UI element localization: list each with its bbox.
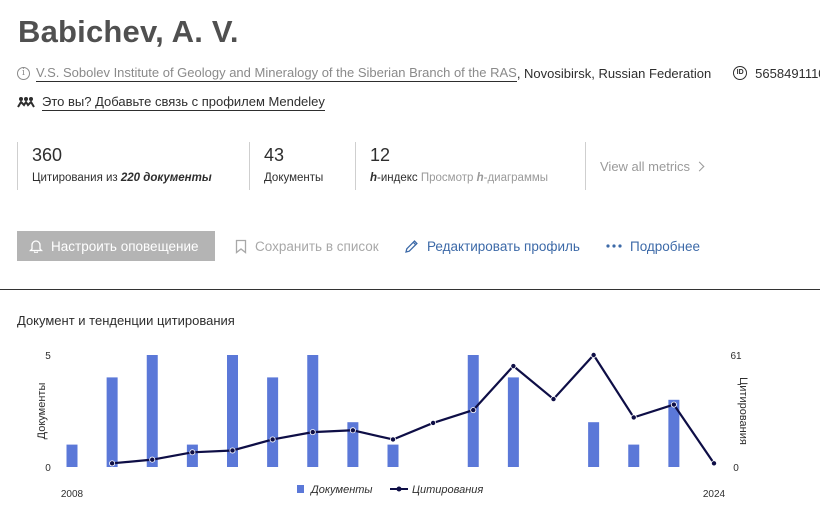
mendeley-row: Это вы? Добавьте связь с профилем Mendel… <box>17 92 325 112</box>
citations-point[interactable] <box>269 436 276 443</box>
right-tick-min: 0 <box>733 463 739 474</box>
h-graph-link[interactable]: Просмотр h-диаграммы <box>420 172 549 184</box>
action-bar: Настроить оповещение Сохранить в список … <box>17 231 817 261</box>
right-axis-label: Цитирования <box>737 377 749 445</box>
mendeley-link[interactable]: Это вы? Добавьте связь с профилем Mendel… <box>42 93 325 111</box>
documents-bar[interactable] <box>628 444 640 467</box>
documents-citations-chart: 5 0 61 0 Документы Цитирования 2008 2024… <box>36 351 749 500</box>
edit-profile-button[interactable]: Редактировать профиль <box>404 231 580 261</box>
view-all-metrics-link[interactable]: View all metrics <box>585 142 705 190</box>
save-to-list-button[interactable]: Сохранить в список <box>235 231 379 261</box>
affiliation-link[interactable]: V.S. Sobolev Institute of Geology and Mi… <box>36 64 517 82</box>
citations-point[interactable] <box>430 419 437 426</box>
more-label: Подробнее <box>630 238 701 254</box>
legend: Документы Цитирования <box>297 484 483 496</box>
x-tick-start: 2008 <box>61 489 84 500</box>
documents-bar[interactable] <box>227 355 238 467</box>
info-icon[interactable]: i <box>17 66 30 80</box>
documents-bar[interactable] <box>347 422 359 467</box>
chart-title: Документ и тенденции цитирования <box>17 313 235 328</box>
pencil-icon <box>405 239 418 253</box>
documents-bar[interactable] <box>387 444 399 467</box>
citations-point[interactable] <box>349 427 356 434</box>
documents-bar[interactable] <box>588 422 600 467</box>
citations-point[interactable] <box>711 460 718 467</box>
documents-bar[interactable] <box>66 444 78 467</box>
legend-documents-label: Документы <box>309 484 373 496</box>
scopus-id-icon: ID <box>733 66 748 80</box>
mendeley-icon <box>17 97 35 108</box>
citations-point[interactable] <box>189 449 196 456</box>
author-name: Babichev, A. V. <box>18 14 239 49</box>
citations-label: Цитирования из 220 документы <box>32 172 212 184</box>
bookmark-icon <box>235 239 247 254</box>
left-axis-label: Документы <box>36 383 48 440</box>
points-layer <box>109 351 718 467</box>
left-tick-min: 0 <box>45 463 51 474</box>
citations-point[interactable] <box>590 351 597 358</box>
legend-citations-label: Цитирования <box>412 484 483 496</box>
scopus-id-value: 56584911100 <box>755 65 820 81</box>
metric-hindex: 12 h-индекс Просмотр h-диаграммы <box>355 142 585 190</box>
citations-point[interactable] <box>149 456 156 463</box>
citations-point[interactable] <box>309 429 316 436</box>
affiliation-location: , Novosibirsk, Russian Federation <box>516 65 712 81</box>
scopus-id: ID 56584911100 <box>733 66 820 81</box>
left-tick-max: 5 <box>45 351 51 362</box>
citations-point[interactable] <box>630 414 637 421</box>
metric-documents[interactable]: 43 Документы <box>249 142 355 190</box>
save-to-list-label: Сохранить в список <box>255 238 379 254</box>
documents-bar[interactable] <box>307 355 319 467</box>
documents-bar[interactable] <box>668 399 680 467</box>
citations-count: 360 <box>32 145 63 165</box>
citations-point[interactable] <box>389 436 396 443</box>
edit-profile-label: Редактировать профиль <box>427 238 580 254</box>
citations-point[interactable] <box>550 396 557 403</box>
more-dots-icon <box>606 244 622 248</box>
metric-citations[interactable]: 360 Цитирования из 220 документы <box>17 142 249 190</box>
documents-bar[interactable] <box>106 377 118 467</box>
citations-point[interactable] <box>109 460 116 467</box>
set-alert-button[interactable]: Настроить оповещение <box>17 231 215 261</box>
documents-count: 43 <box>264 145 285 165</box>
set-alert-label: Настроить оповещение <box>51 238 199 254</box>
more-button[interactable]: Подробнее <box>606 231 700 261</box>
legend-bar-swatch <box>297 485 304 493</box>
documents-bar[interactable] <box>267 377 279 467</box>
hindex-value: 12 <box>370 145 391 165</box>
line-layer <box>112 353 715 465</box>
documents-label: Документы <box>264 172 324 184</box>
hindex-label: h-индекс Просмотр h-диаграммы <box>370 172 549 184</box>
documents-bar[interactable] <box>507 377 519 467</box>
section-divider <box>0 289 820 290</box>
citations-point[interactable] <box>470 407 477 414</box>
bars-layer <box>66 355 680 467</box>
affiliation-row: i V.S. Sobolev Institute of Geology and … <box>17 63 820 83</box>
bell-icon <box>29 240 43 253</box>
x-tick-end: 2024 <box>703 489 726 500</box>
legend-line-marker <box>396 486 402 492</box>
citations-point[interactable] <box>510 363 517 370</box>
documents-bar[interactable] <box>146 355 158 467</box>
citations-point[interactable] <box>670 401 677 408</box>
chevron-right-icon <box>694 161 705 171</box>
citations-line <box>112 353 715 465</box>
right-tick-max: 61 <box>730 351 742 362</box>
citations-point[interactable] <box>229 447 236 454</box>
documents-bar[interactable] <box>186 444 198 467</box>
